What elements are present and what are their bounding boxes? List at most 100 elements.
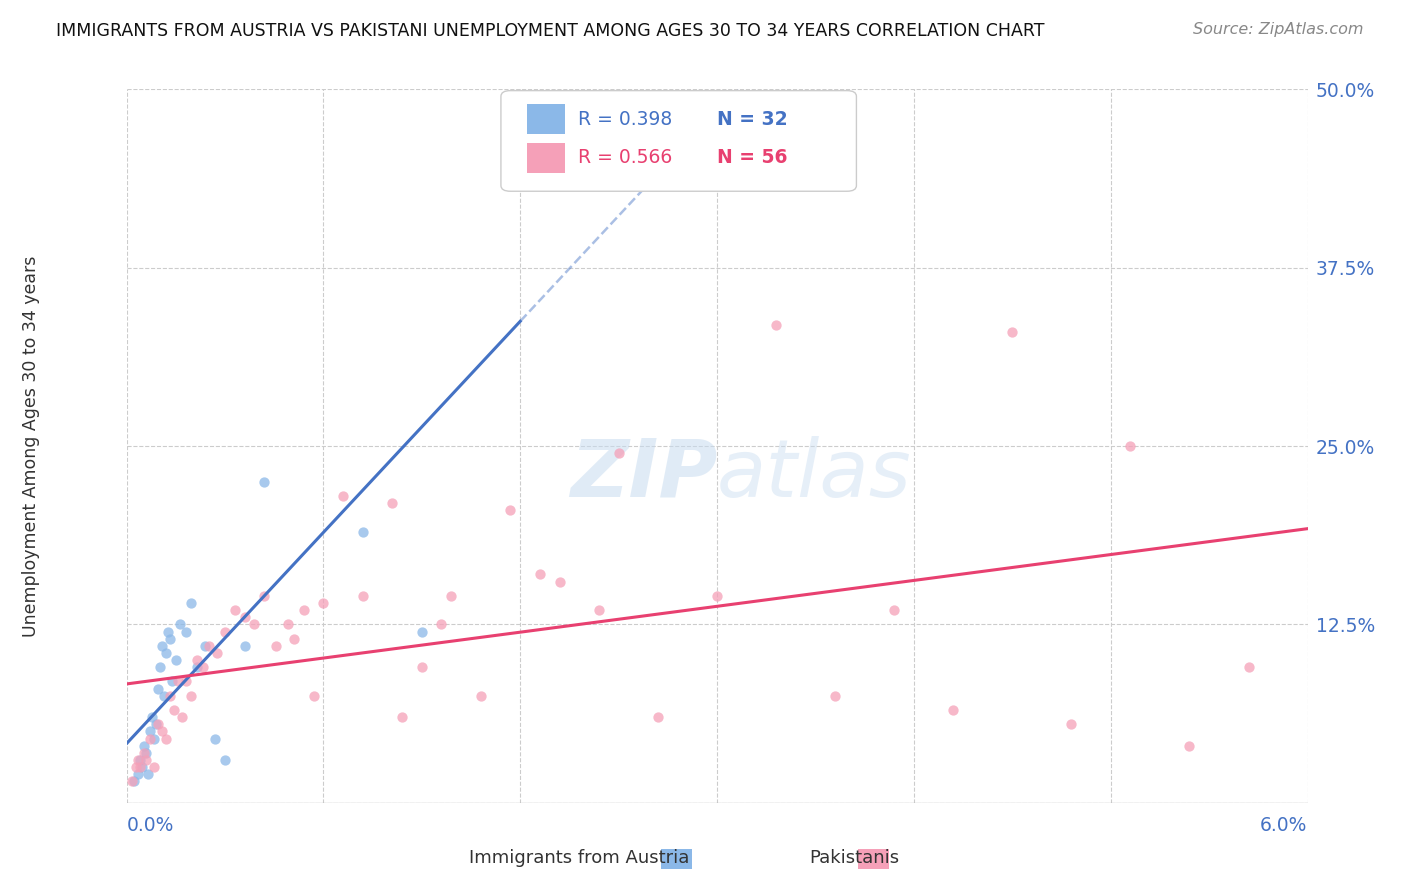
Point: [253, 475, 276, 489]
Point: [1178, 739, 1201, 753]
Point: [143, 731, 166, 746]
Point: [121, 774, 143, 789]
Point: [159, 632, 181, 646]
Text: atlas: atlas: [717, 435, 912, 514]
Point: [548, 574, 571, 589]
Point: [134, 739, 156, 753]
Point: [165, 653, 187, 667]
Point: [1060, 717, 1083, 731]
Point: [233, 610, 256, 624]
Point: [1001, 325, 1024, 339]
Point: [302, 689, 325, 703]
Text: N = 56: N = 56: [717, 148, 787, 167]
Point: [155, 646, 177, 660]
Point: [883, 603, 905, 617]
Point: [127, 753, 149, 767]
Point: [174, 624, 197, 639]
Point: [205, 646, 228, 660]
Point: [391, 710, 413, 724]
Point: [193, 660, 215, 674]
Text: Immigrants from Austria: Immigrants from Austria: [468, 849, 689, 867]
Point: [143, 760, 166, 774]
Point: [129, 753, 152, 767]
Point: [125, 760, 148, 774]
Point: [214, 753, 236, 767]
Point: [150, 724, 173, 739]
Point: [706, 589, 728, 603]
Text: Unemployment Among Ages 30 to 34 years: Unemployment Among Ages 30 to 34 years: [22, 255, 39, 637]
Point: [160, 674, 183, 689]
Point: [198, 639, 221, 653]
Point: [214, 624, 236, 639]
Point: [156, 624, 179, 639]
Point: [352, 589, 374, 603]
Point: [180, 689, 202, 703]
Point: [146, 717, 169, 731]
Point: [186, 660, 208, 674]
Point: [204, 731, 226, 746]
Point: [139, 724, 162, 739]
Point: [529, 567, 551, 582]
Point: [588, 603, 610, 617]
Point: [332, 489, 354, 503]
Text: Pakistanis: Pakistanis: [810, 849, 900, 867]
Text: 0.0%: 0.0%: [127, 815, 174, 835]
Point: [411, 624, 433, 639]
Point: [411, 660, 433, 674]
Point: [166, 674, 188, 689]
Point: [1119, 439, 1142, 453]
Point: [124, 774, 146, 789]
Point: [163, 703, 186, 717]
Point: [149, 660, 172, 674]
Point: [159, 689, 181, 703]
Text: R = 0.398: R = 0.398: [578, 110, 672, 128]
Text: N = 32: N = 32: [717, 110, 787, 128]
Bar: [527, 143, 565, 173]
Point: [131, 760, 153, 774]
Point: [312, 596, 335, 610]
Point: [352, 524, 374, 539]
Point: [647, 710, 669, 724]
Point: [186, 653, 208, 667]
Point: [155, 731, 177, 746]
Point: [470, 689, 492, 703]
Point: [153, 689, 176, 703]
Point: [765, 318, 787, 332]
Point: [174, 674, 197, 689]
Point: [607, 446, 630, 460]
Point: [146, 681, 169, 696]
Point: [277, 617, 299, 632]
Point: [134, 746, 156, 760]
Text: Source: ZipAtlas.com: Source: ZipAtlas.com: [1194, 22, 1364, 37]
Point: [1237, 660, 1260, 674]
Point: [139, 731, 162, 746]
Point: [509, 168, 531, 182]
Point: [499, 503, 522, 517]
Point: [170, 710, 193, 724]
Text: R = 0.566: R = 0.566: [578, 148, 672, 167]
Text: ZIP: ZIP: [569, 435, 717, 514]
Point: [243, 617, 266, 632]
Point: [141, 710, 163, 724]
Point: [194, 639, 217, 653]
Point: [264, 639, 287, 653]
Point: [253, 589, 276, 603]
FancyBboxPatch shape: [501, 91, 856, 191]
Point: [381, 496, 404, 510]
Point: [135, 746, 157, 760]
Point: [292, 603, 315, 617]
Point: [283, 632, 305, 646]
Point: [135, 753, 157, 767]
Text: IMMIGRANTS FROM AUSTRIA VS PAKISTANI UNEMPLOYMENT AMONG AGES 30 TO 34 YEARS CORR: IMMIGRANTS FROM AUSTRIA VS PAKISTANI UNE…: [56, 22, 1045, 40]
Point: [824, 689, 846, 703]
Point: [430, 617, 453, 632]
Point: [129, 760, 152, 774]
Point: [136, 767, 159, 781]
Point: [169, 617, 191, 632]
Point: [440, 589, 463, 603]
Bar: [527, 104, 565, 134]
Point: [127, 767, 149, 781]
Point: [233, 639, 256, 653]
Point: [180, 596, 202, 610]
Point: [224, 603, 246, 617]
